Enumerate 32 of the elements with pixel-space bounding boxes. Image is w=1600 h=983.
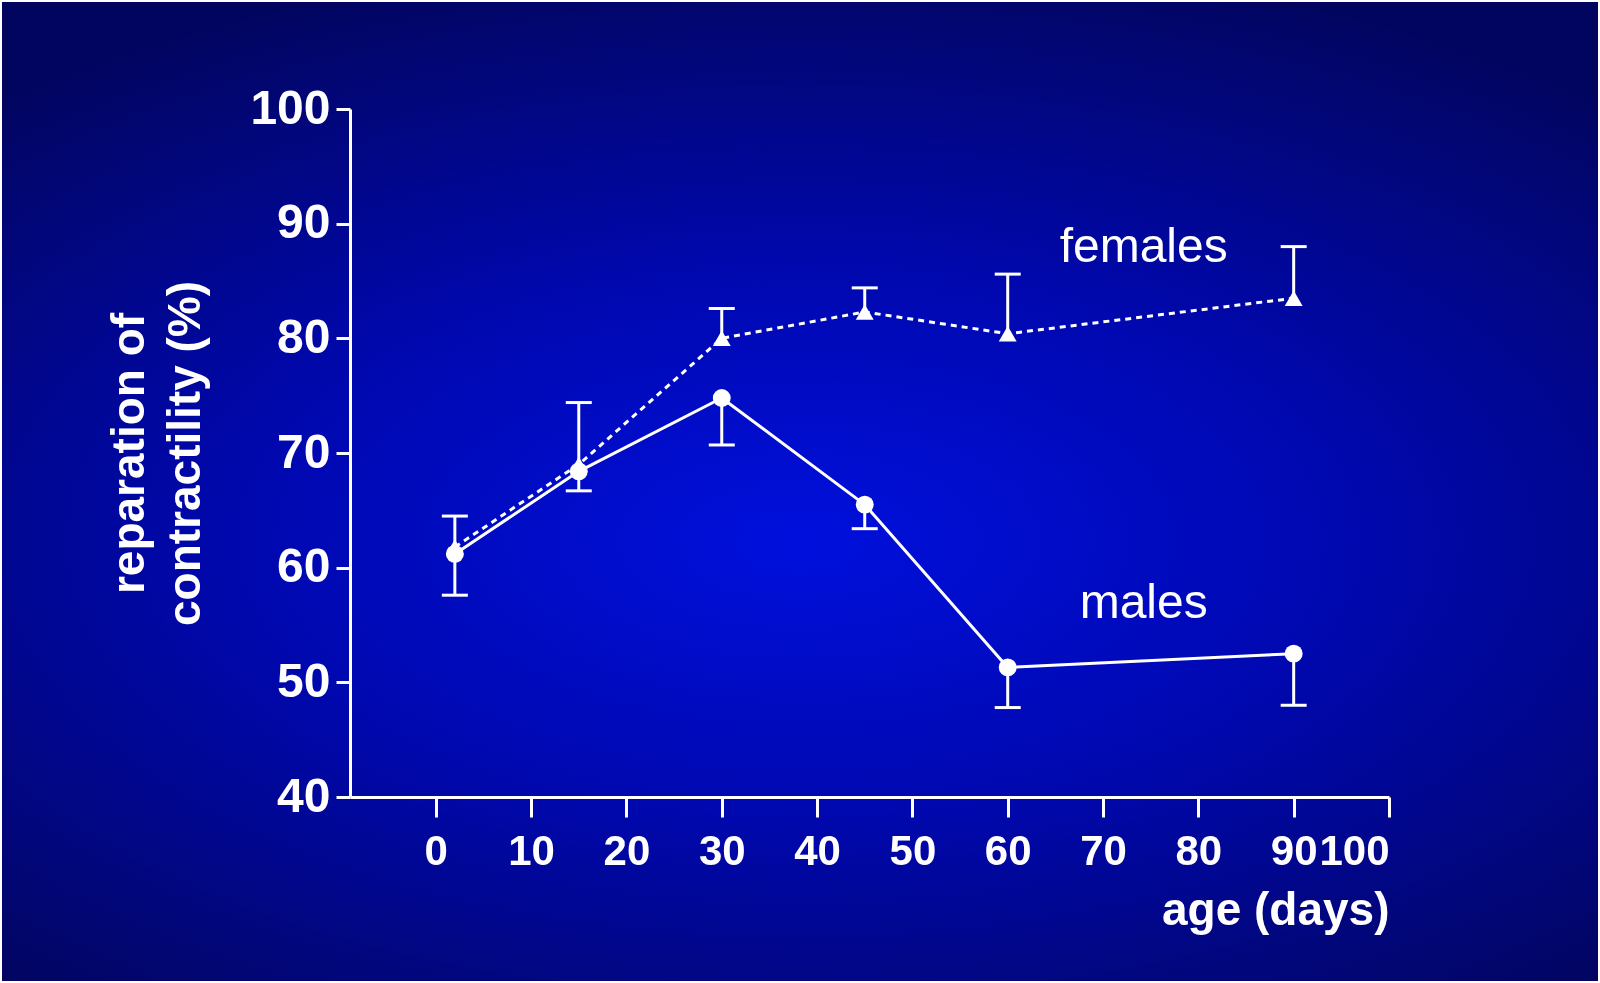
point	[998, 658, 1017, 677]
x-tick-label: 20	[603, 826, 651, 874]
point	[712, 389, 731, 407]
x-tick-label: 30	[698, 826, 746, 874]
point	[855, 304, 874, 320]
y-tick-label: 60	[277, 539, 331, 593]
y-tick-label: 100	[250, 80, 331, 134]
x-tick-label: 70	[1080, 826, 1127, 874]
point	[855, 495, 874, 514]
y-tick-label: 90	[277, 195, 331, 249]
x-tick-label: 50	[889, 826, 937, 874]
y-tick-label: 40	[277, 768, 331, 822]
x-tick-label: 80	[1175, 826, 1223, 874]
point	[1284, 290, 1303, 306]
x-axis-title: age (days)	[1161, 882, 1390, 935]
series-label: males	[1079, 574, 1208, 628]
x-tick-label: 10	[508, 826, 555, 874]
y-axis-title: reparation of contractility (%)	[102, 280, 211, 627]
x-tick-label: 40	[794, 826, 841, 874]
point	[569, 462, 588, 481]
y-tick-label: 70	[277, 424, 331, 478]
x-tick-label: 100	[1319, 826, 1390, 874]
x-tick-label: 60	[984, 826, 1032, 874]
x-tick-label: 90	[1270, 826, 1318, 874]
point	[998, 326, 1017, 342]
y-tick-label: 80	[277, 309, 331, 363]
point	[445, 544, 464, 563]
point	[1284, 644, 1303, 663]
x-tick-label: 0	[424, 826, 448, 874]
series-label: females	[1059, 219, 1228, 273]
point	[712, 330, 731, 347]
y-tick-label: 50	[277, 653, 331, 707]
